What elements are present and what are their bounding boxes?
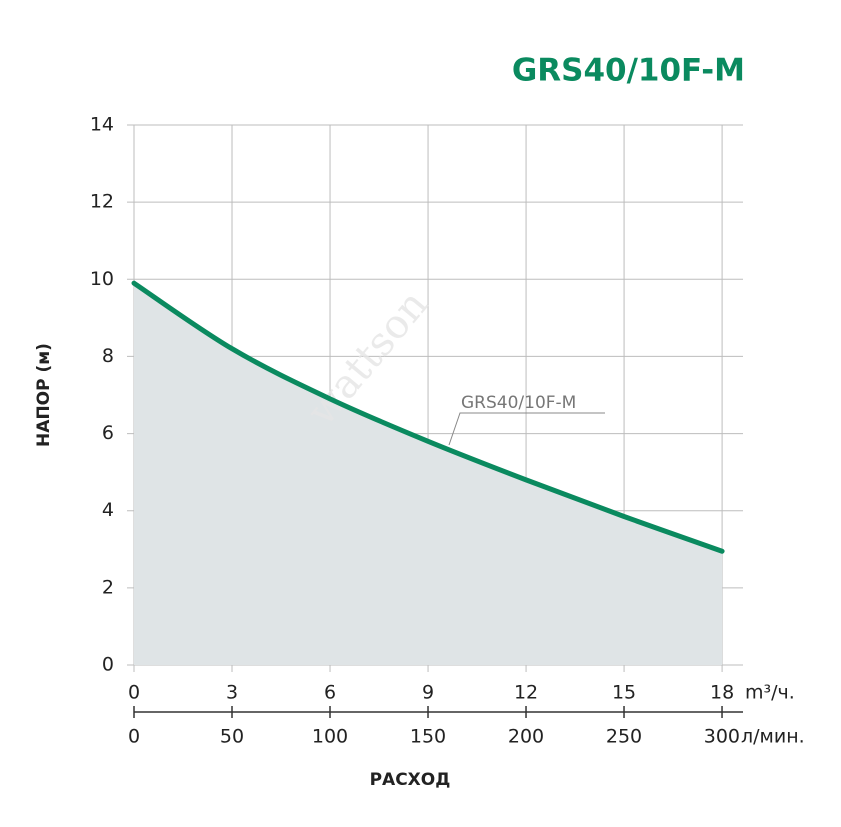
x2-tick-label: 300: [704, 726, 740, 748]
x2-tick-label: 100: [312, 726, 348, 748]
x2-tick-label: 250: [606, 726, 642, 748]
chart-title: GRS40/10F-M: [512, 53, 745, 89]
y-tick-label: 4: [102, 499, 114, 521]
annotation-leader: [448, 412, 605, 446]
x-tick-label: 18: [710, 682, 734, 704]
y-axis-title: НАПОР (м): [34, 343, 54, 447]
x-tick-label: 0: [128, 682, 140, 704]
x-tick-label: 12: [514, 682, 538, 704]
y-tick-label: 6: [102, 422, 114, 444]
x2-tick-label: 200: [508, 726, 544, 748]
watermark: wattson: [298, 282, 436, 435]
y-tick-label: 12: [90, 191, 114, 213]
x2-unit: л/мин.: [741, 726, 805, 748]
y-tick-label: 10: [90, 268, 114, 290]
y-tick-label: 8: [102, 345, 114, 367]
y-tick-label: 14: [90, 114, 114, 136]
x-tick-label: 9: [422, 682, 434, 704]
x-tick-label: 6: [324, 682, 336, 704]
x-tick-label: 3: [226, 682, 238, 704]
x-tick-label: 15: [612, 682, 636, 704]
series-annotation: GRS40/10F-M: [461, 393, 576, 413]
y-tick-label: 0: [102, 654, 114, 676]
line: [131, 280, 725, 554]
x2-tick-label: 50: [220, 726, 244, 748]
x-axis-title: РАСХОД: [370, 770, 451, 790]
x-unit: m³/ч.: [745, 682, 795, 704]
y-tick-label: 2: [102, 576, 114, 598]
area-fill: [134, 283, 723, 665]
x2-tick-label: 0: [128, 726, 140, 748]
x2-tick-label: 150: [410, 726, 446, 748]
